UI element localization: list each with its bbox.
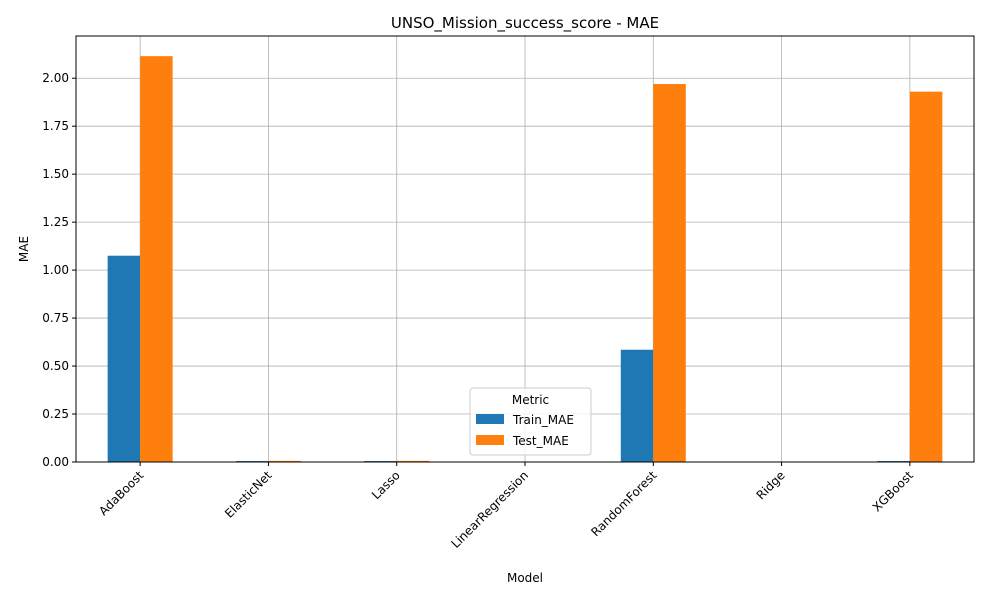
bar-test-mae [396, 460, 430, 462]
bar-train-mae [620, 349, 654, 462]
legend-label: Train_MAE [512, 413, 574, 427]
y-tick-label: 0.25 [42, 407, 69, 421]
y-tick-label: 2.00 [42, 71, 69, 85]
y-axis-label: MAE [17, 236, 31, 262]
x-axis-label: Model [507, 571, 543, 585]
y-tick-label: 0.75 [42, 311, 69, 325]
bar-test-mae [268, 460, 301, 462]
chart-title: UNSO_Mission_success_score - MAE [391, 14, 659, 33]
y-tick-label: 1.25 [42, 215, 69, 229]
legend-swatch [476, 435, 504, 445]
bar-test-mae [653, 83, 686, 463]
y-tick-label: 1.75 [42, 119, 69, 133]
y-axis: 0.00 0.25 0.50 0.75 1.00 1.25 1.50 1.75 2.00 [42, 71, 76, 469]
legend-title: Metric [512, 393, 549, 407]
y-tick-label: 1.50 [42, 167, 69, 181]
y-tick-label: 0.00 [42, 455, 69, 469]
bar-train-mae [107, 255, 141, 462]
legend-swatch [476, 414, 504, 424]
legend: Metric Train_MAE Test_MAE [469, 387, 592, 456]
bar-test-mae [140, 56, 173, 462]
y-tick-label: 1.00 [42, 263, 69, 277]
bars [107, 56, 943, 463]
legend-label: Test_MAE [512, 434, 569, 448]
y-tick-label: 0.50 [42, 359, 69, 373]
bar-test-mae [909, 91, 943, 462]
